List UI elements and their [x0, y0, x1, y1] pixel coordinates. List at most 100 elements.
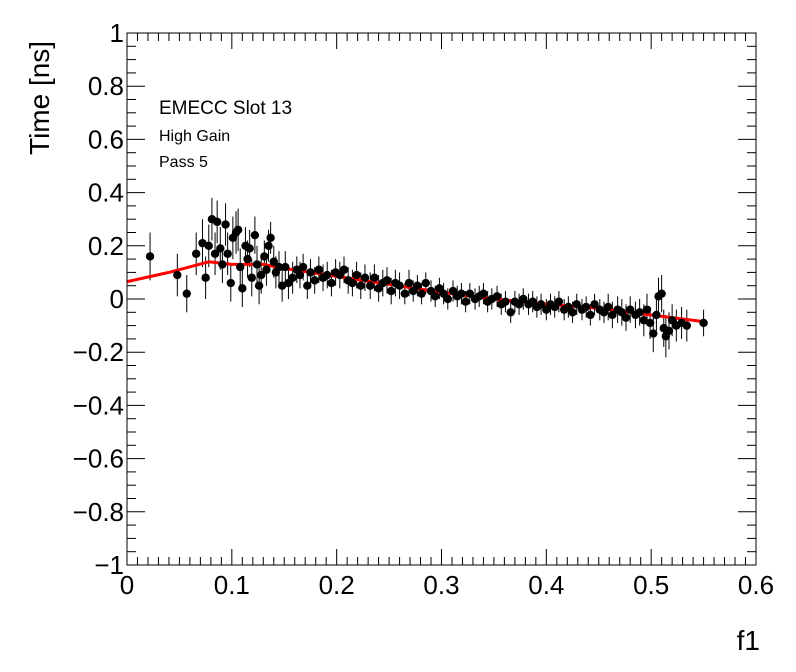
data-point: [360, 273, 370, 282]
x-tick-labels: 0 0.1 0.2 0.3 0.4 0.5 0.6: [120, 570, 774, 600]
data-point: [479, 289, 488, 298]
data-point: [212, 217, 222, 227]
data-point: [443, 294, 452, 304]
data-point: [266, 233, 275, 243]
data-point: [245, 244, 254, 253]
data-point: [191, 249, 201, 258]
data-point-group: [145, 215, 708, 341]
data-point: [370, 273, 379, 282]
data-point: [457, 289, 466, 298]
plot-frame: [126, 32, 757, 566]
data-point: [635, 308, 644, 317]
data-point: [281, 262, 290, 272]
data-point: [223, 249, 232, 258]
data-point: [645, 318, 655, 328]
annotation-detector: EMECC Slot 13: [159, 98, 292, 119]
data-point: [664, 326, 674, 336]
y-tick-label: −0.2: [73, 337, 124, 367]
data-point: [269, 257, 278, 266]
data-point: [657, 289, 666, 298]
data-point: [506, 308, 515, 317]
y-tick-label: 0: [110, 284, 124, 314]
x-axis-title: f1: [737, 625, 760, 656]
data-point: [682, 321, 692, 330]
y-tick-label: 0.6: [88, 124, 124, 154]
data-point: [262, 265, 271, 274]
y-tick-label: −0.6: [73, 444, 124, 474]
data-point: [314, 265, 324, 274]
data-point: [198, 238, 207, 248]
y-tick-label: 0.8: [88, 71, 124, 101]
data-point: [352, 270, 361, 280]
data-point: [310, 276, 319, 285]
annotation-pass: Pass 5: [159, 154, 208, 171]
data-point: [404, 278, 414, 288]
data-point: [339, 265, 349, 274]
data-point: [642, 305, 652, 314]
data-point: [603, 302, 613, 312]
x-tick-label: 0.4: [528, 570, 564, 600]
data-point: [274, 262, 284, 272]
data-point: [465, 289, 475, 298]
data-point: [348, 278, 357, 288]
x-tick-label: 0.2: [319, 570, 355, 600]
y-tick-labels: −1 −0.8 −0.6 −0.4 −0.2 0 0.2 0.4 0.6 0.8 1: [73, 18, 124, 580]
data-point: [295, 270, 305, 280]
data-point: [382, 276, 392, 285]
data-point: [417, 289, 426, 298]
data-point: [572, 300, 581, 309]
data-point: [366, 281, 375, 290]
data-point: [413, 281, 422, 290]
y-tick-label: −1: [94, 550, 124, 580]
data-point: [210, 249, 220, 258]
data-point: [356, 281, 365, 290]
data-point: [461, 297, 470, 306]
data-point: [519, 294, 528, 304]
data-point: [492, 292, 502, 301]
data-point: [621, 313, 631, 322]
data-point: [256, 270, 266, 280]
data-point: [277, 281, 287, 290]
data-point: [233, 225, 243, 235]
data-point: [568, 308, 577, 317]
data-point: [608, 310, 617, 320]
data-point: [243, 254, 252, 264]
data-point: [182, 289, 191, 298]
data-point: [226, 278, 235, 288]
data-point: [264, 241, 273, 250]
data-point: [238, 284, 247, 293]
data-point: [327, 278, 336, 288]
y-axis-title: Time [ns]: [24, 41, 55, 155]
data-point: [252, 260, 262, 269]
y-tick-label: 1: [110, 18, 124, 48]
data-point: [306, 268, 315, 277]
data-point: [216, 244, 225, 253]
data-point: [236, 262, 245, 272]
x-tick-label: 0.5: [633, 570, 669, 600]
y-tick-label: −0.4: [73, 390, 124, 420]
data-point: [699, 318, 708, 328]
y-tick-label: 0.4: [88, 178, 124, 208]
data-point: [536, 300, 546, 309]
data-point: [218, 260, 227, 269]
annotation-gain: High Gain: [159, 128, 230, 145]
data-point: [590, 300, 599, 309]
data-point: [221, 220, 230, 229]
data-point: [554, 297, 564, 306]
data-point: [431, 292, 440, 301]
data-point: [586, 310, 595, 320]
data-point: [250, 230, 260, 240]
data-point: [649, 329, 658, 338]
data-point: [626, 305, 635, 314]
data-point: [323, 270, 332, 280]
data-point: [260, 252, 269, 261]
data-point: [204, 241, 213, 250]
data-point: [247, 273, 256, 282]
data-point: [395, 281, 404, 290]
x-tick-label: 0.6: [738, 570, 774, 600]
data-point: [254, 281, 264, 290]
data-point: [400, 289, 410, 298]
data-point: [303, 281, 312, 290]
